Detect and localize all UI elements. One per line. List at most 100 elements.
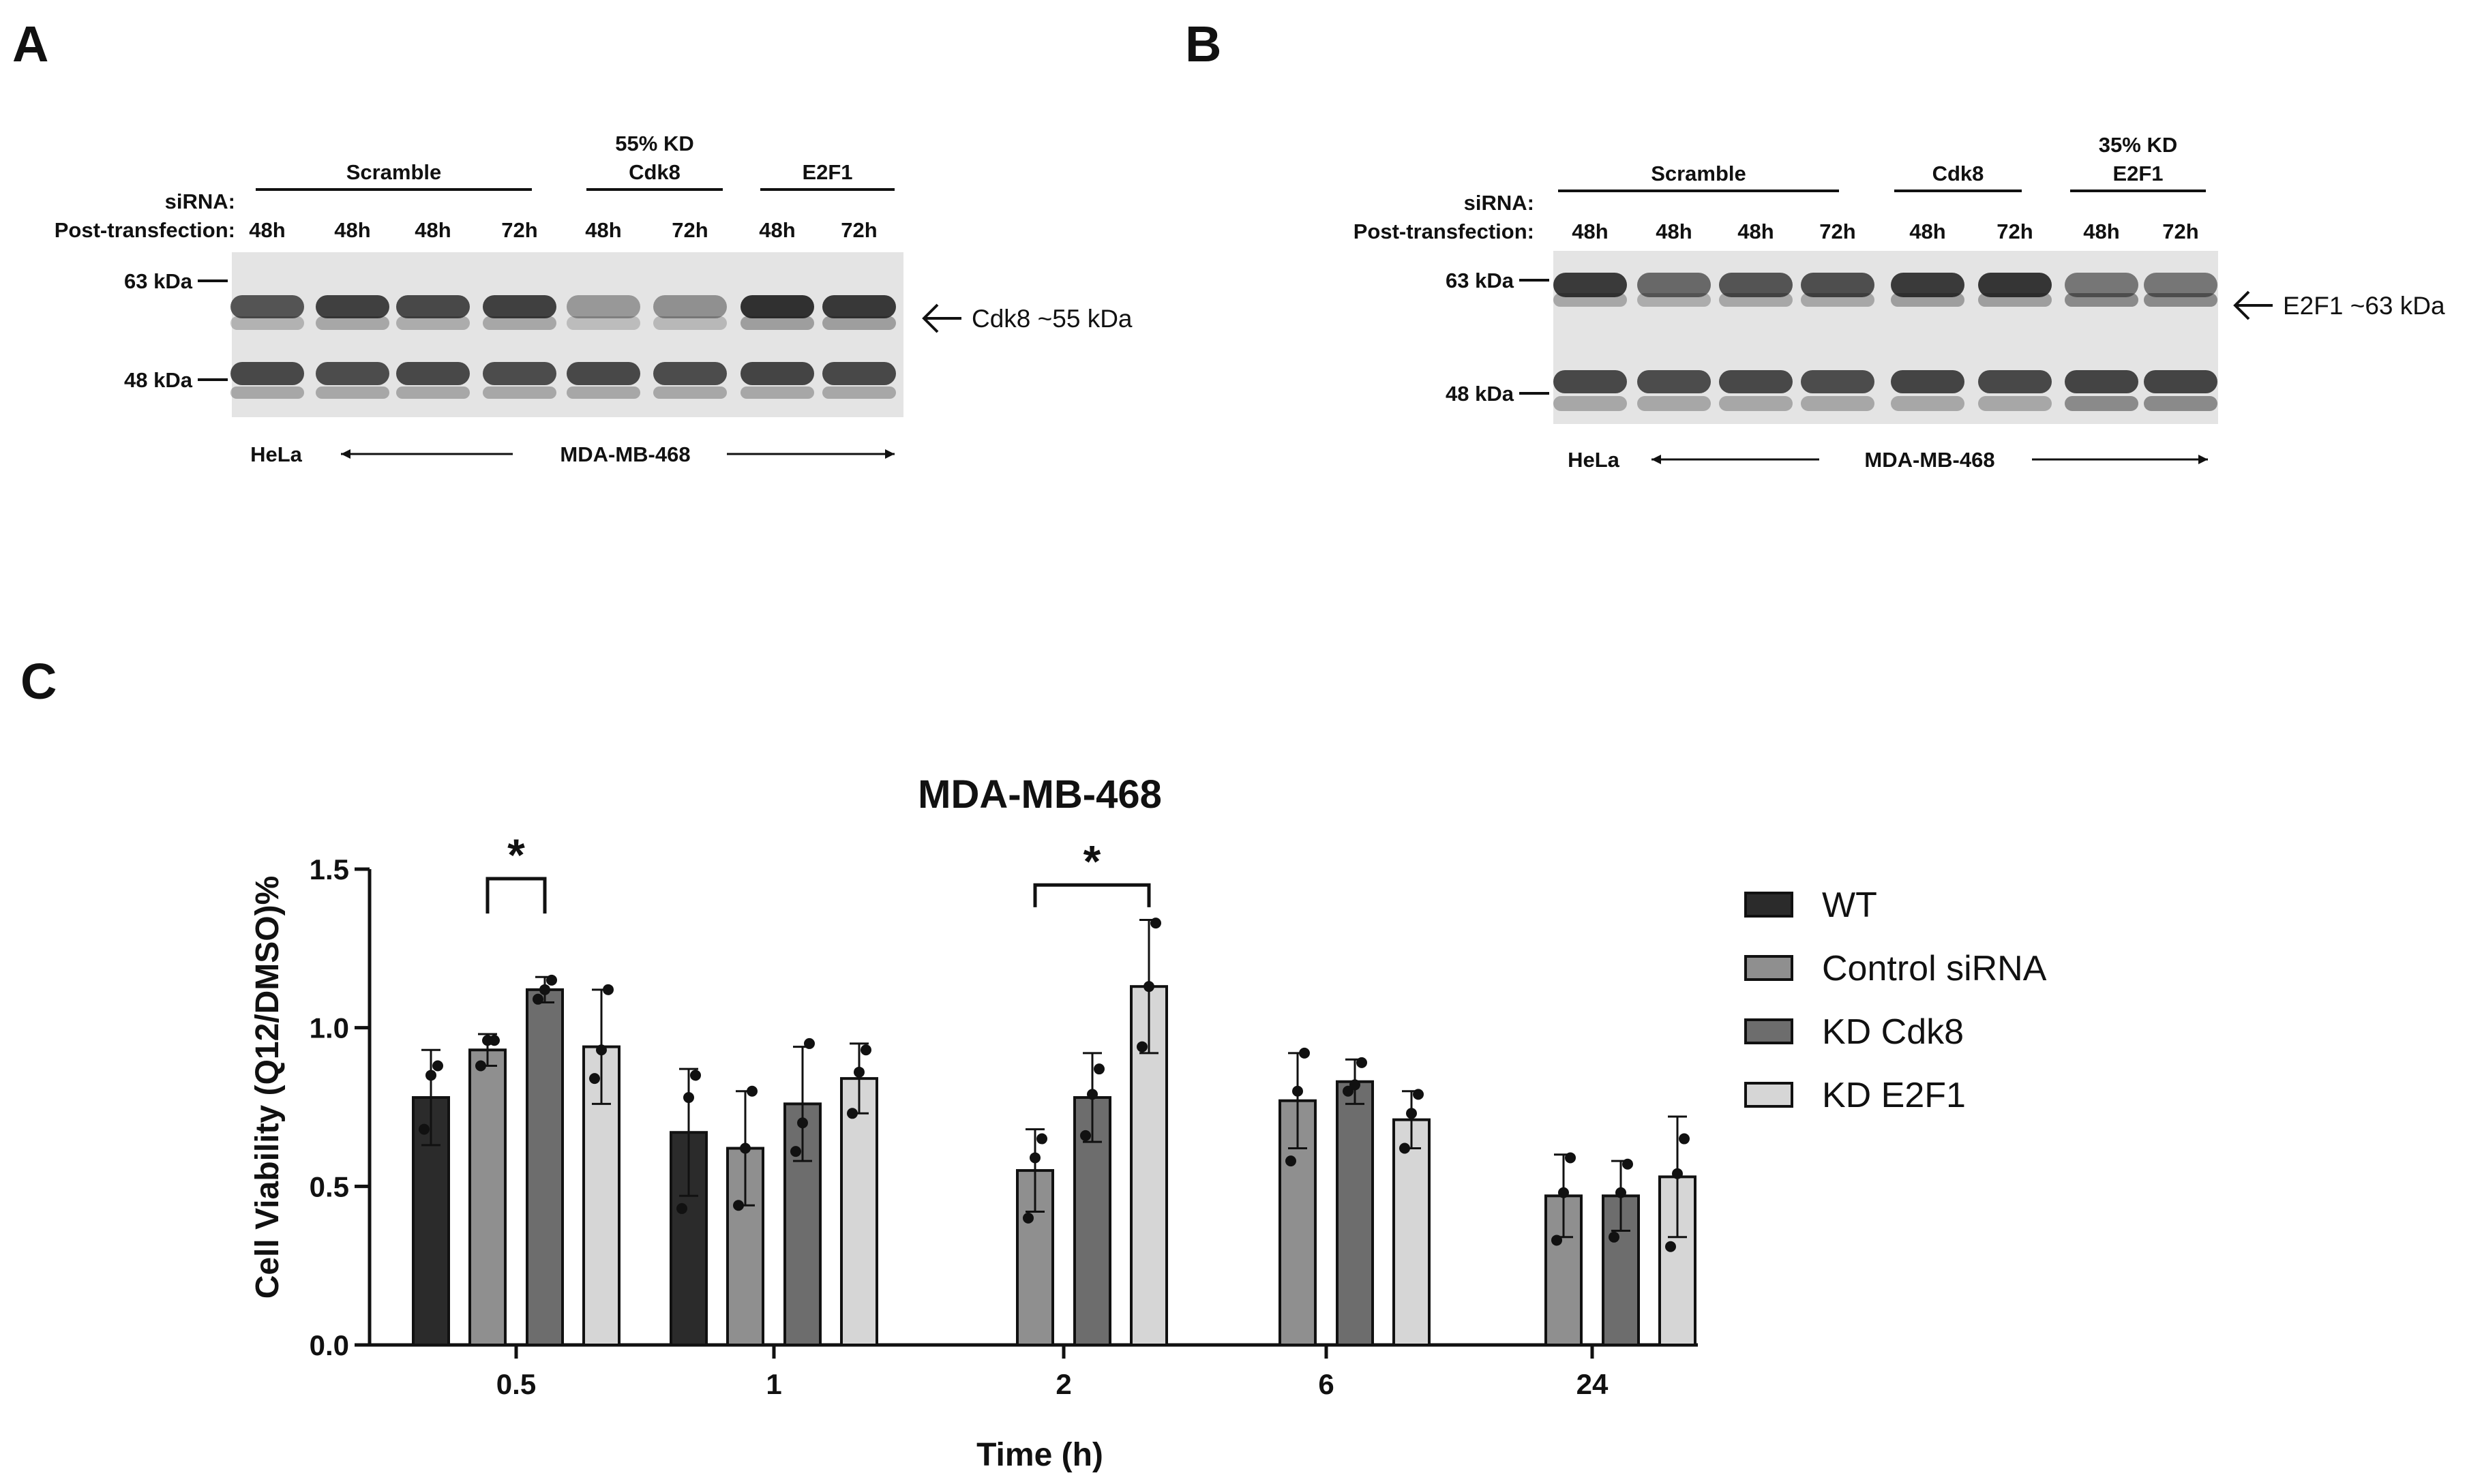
blot-band (316, 316, 389, 330)
lane-label: 72h (672, 218, 708, 242)
data-point (1023, 1212, 1034, 1224)
blot-band (1891, 370, 1964, 393)
blot-band (2144, 370, 2217, 393)
blot-band (1719, 370, 1793, 393)
blot-band (483, 316, 556, 330)
blot-band (653, 316, 727, 330)
data-point (1413, 1089, 1424, 1100)
blot-band (1801, 293, 1874, 307)
band-arrow-head (922, 303, 939, 333)
post-transfection-row-label: Post-transfection: (55, 218, 235, 242)
mw-marker-label: 63 kDa (124, 269, 193, 293)
cell-line-hela: HeLa (250, 442, 303, 466)
panel-c: C MDA-MB-468 Time (h) Cell Viability (Q1… (20, 653, 2047, 1473)
data-point (790, 1146, 801, 1157)
data-point (589, 1073, 600, 1085)
data-point (596, 1044, 607, 1056)
data-point (1087, 1089, 1098, 1100)
blot-band (1553, 370, 1627, 393)
significance-bracket (485, 877, 547, 914)
blot-band (822, 387, 896, 399)
blot-band (1719, 396, 1793, 411)
data-point (1406, 1108, 1417, 1119)
panel-b-letter: B (1185, 16, 1221, 72)
data-point (1551, 1235, 1562, 1246)
data-point (546, 974, 557, 986)
panel-a-letter: A (12, 16, 48, 72)
group-label: Cdk8 (1932, 162, 1984, 185)
group-label: Cdk8 (629, 160, 681, 184)
y-axis-title: Cell Viability (Q12/DMSO)% (250, 876, 286, 1299)
lane-label: 48h (334, 218, 370, 242)
data-point (1036, 1133, 1047, 1145)
significance-star: * (507, 830, 525, 880)
blot-band (1891, 273, 1964, 297)
lane-label: 72h (501, 218, 537, 242)
panel-c-letter: C (20, 653, 57, 710)
blot-band (1637, 273, 1711, 297)
group-label: E2F1 (802, 160, 852, 184)
blot-band (316, 295, 389, 318)
data-point (533, 993, 543, 1005)
bar-kd-e2f1 (1392, 1118, 1431, 1346)
lane-label: 48h (415, 218, 451, 242)
blot-band (1891, 396, 1964, 411)
data-point (1299, 1047, 1310, 1059)
data-point (1285, 1155, 1296, 1167)
data-point (797, 1117, 808, 1129)
blot-band (1637, 396, 1711, 411)
data-point (1343, 1085, 1354, 1097)
bar-kd-e2f1 (840, 1077, 878, 1346)
blot-band (1719, 273, 1793, 297)
cell-line-hela: HeLa (1568, 448, 1620, 472)
cell-line-arrowhead-right (2198, 455, 2208, 464)
bar-control-sirna (468, 1048, 507, 1346)
mw-marker-label: 48 kDa (1446, 382, 1514, 406)
cell-line-mda: MDA-MB-468 (1864, 448, 1994, 472)
blot-band (1891, 293, 1964, 307)
blot-membrane (232, 252, 903, 417)
data-point (1143, 981, 1154, 993)
blot-band (1801, 396, 1874, 411)
blot-band (1801, 273, 1874, 297)
y-tick-label: 0.5 (310, 1170, 349, 1202)
data-point (489, 1035, 500, 1046)
lane-label: 72h (1819, 219, 1855, 243)
blot-band (2144, 273, 2217, 297)
legend-swatch (1744, 955, 1793, 981)
data-point (1080, 1130, 1091, 1141)
band-arrow-head (2233, 290, 2250, 320)
y-tick-label: 1.5 (310, 853, 349, 885)
data-point (1356, 1057, 1367, 1068)
y-tick-label: 0.0 (310, 1329, 349, 1361)
chart-title: MDA-MB-468 (918, 772, 1162, 817)
data-point (1150, 918, 1161, 929)
data-point (1399, 1142, 1410, 1154)
data-point (1615, 1187, 1626, 1198)
blot-band (396, 316, 470, 330)
group-label: E2F1 (2112, 162, 2163, 185)
legend-swatch (1744, 892, 1793, 918)
panel-b: B Scramble Cdk8 35% KD E2F1 siRNA: Post-trans… (1185, 16, 2445, 472)
blot-band (741, 295, 814, 318)
data-point (539, 984, 550, 995)
significance-bracket (1033, 883, 1151, 907)
data-point (1665, 1241, 1676, 1252)
data-point (847, 1108, 858, 1119)
lane-label: 48h (759, 218, 795, 242)
blot-band (741, 387, 814, 399)
mw-marker-label: 48 kDa (124, 368, 193, 392)
legend-label: WT (1822, 885, 1877, 925)
blot-band (653, 295, 727, 318)
blot-band (483, 362, 556, 385)
legend-label: Control siRNA (1822, 949, 2047, 988)
lane-label: 72h (2162, 219, 2198, 243)
lane-label: 48h (585, 218, 621, 242)
blot-band (2065, 293, 2138, 307)
x-tick-label: 0.5 (496, 1368, 536, 1400)
blot-band (1801, 370, 1874, 393)
lane-label: 48h (2083, 219, 2119, 243)
blot-band (741, 362, 814, 385)
blot-band (2144, 396, 2217, 411)
